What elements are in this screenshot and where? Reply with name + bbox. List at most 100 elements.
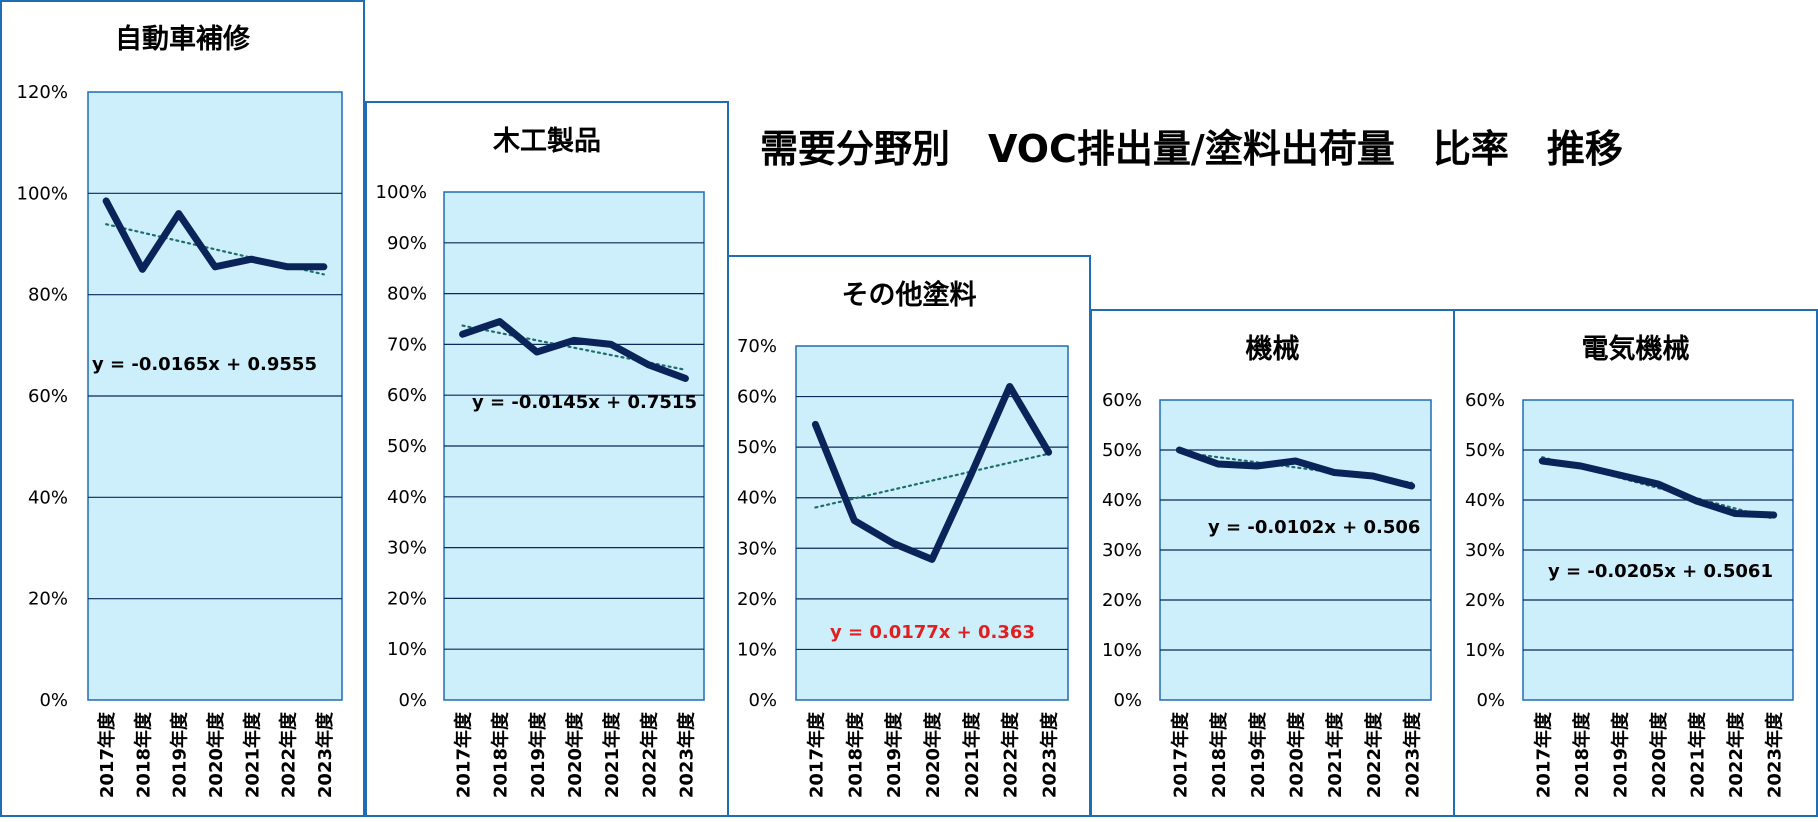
data-point: [1370, 474, 1375, 478]
data-point: [1007, 384, 1012, 389]
data-point: [497, 319, 502, 324]
x-tick-label: 2021年度: [241, 711, 263, 798]
data-point: [1617, 473, 1622, 477]
data-point: [1733, 511, 1738, 516]
y-tick-label: 20%: [387, 588, 427, 609]
y-tick-label: 20%: [737, 589, 777, 610]
trendline: [1541, 456, 1775, 520]
chart-title: 電気機械: [1582, 333, 1690, 365]
x-tick-label: 2018年度: [844, 711, 866, 798]
y-tick-label: 60%: [737, 387, 777, 408]
trendline-equation: y = -0.0102x + 0.506: [1208, 517, 1420, 538]
data-point: [1293, 459, 1298, 463]
x-tick-label: 2023年度: [1764, 711, 1786, 798]
trendline: [814, 452, 1050, 509]
x-tick-label: 2020年度: [922, 711, 944, 798]
x-tick-label: 2020年度: [1286, 711, 1308, 798]
data-point: [813, 422, 818, 427]
data-point: [683, 376, 688, 381]
x-tick-label: 2018年度: [490, 711, 512, 798]
x-tick-label: 2019年度: [1609, 711, 1631, 798]
y-tick-label: 30%: [1102, 540, 1142, 561]
x-tick-label: 2022年度: [1000, 711, 1022, 798]
data-point: [572, 338, 576, 343]
y-tick-label: 0%: [1476, 690, 1505, 711]
y-tick-label: 0%: [39, 690, 68, 711]
data-point: [646, 362, 651, 367]
data-point: [968, 472, 973, 477]
x-tick-label: 2017年度: [1169, 711, 1191, 798]
data-point: [1409, 484, 1414, 488]
y-tick-label: 60%: [1465, 390, 1505, 411]
x-tick-label: 2017年度: [453, 711, 475, 798]
y-tick-label: 20%: [1465, 590, 1505, 611]
y-tick-label: 0%: [748, 690, 777, 711]
y-tick-label: 60%: [1102, 390, 1142, 411]
trendline-equation: y = 0.0177x + 0.363: [830, 622, 1035, 643]
chart-title: 機械: [1246, 334, 1300, 365]
data-point: [534, 350, 539, 355]
y-tick-label: 50%: [1465, 440, 1505, 461]
y-tick-label: 0%: [398, 690, 427, 711]
y-tick-label: 60%: [28, 386, 68, 407]
x-tick-label: 2022年度: [638, 711, 660, 798]
y-tick-label: 40%: [737, 488, 777, 509]
y-tick-label: 10%: [1102, 640, 1142, 661]
x-tick-label: 2017年度: [1532, 711, 1554, 798]
data-point: [1578, 464, 1583, 468]
data-point: [1694, 499, 1699, 503]
x-tick-label: 2023年度: [314, 711, 336, 798]
y-tick-label: 30%: [1465, 540, 1505, 561]
x-tick-label: 2023年度: [1402, 711, 1424, 798]
trendline-equation: y = -0.0205x + 0.5061: [1548, 561, 1773, 582]
y-tick-label: 30%: [387, 538, 427, 559]
chart-title: その他塗料: [842, 279, 977, 311]
data-point: [140, 267, 145, 272]
data-point: [930, 557, 934, 562]
data-point: [285, 264, 290, 269]
data-point: [609, 342, 614, 347]
y-tick-label: 20%: [28, 589, 68, 610]
plot-area: [795, 345, 1069, 701]
x-tick-label: 2021年度: [601, 711, 623, 798]
y-tick-label: 80%: [28, 285, 68, 306]
y-tick-label: 120%: [17, 82, 68, 103]
data-point: [321, 264, 326, 269]
x-tick-label: 2021年度: [961, 711, 983, 798]
y-tick-label: 10%: [1465, 640, 1505, 661]
y-tick-label: 60%: [387, 385, 427, 406]
x-tick-label: 2020年度: [564, 711, 586, 798]
data-point: [249, 257, 254, 262]
x-tick-label: 2017年度: [96, 711, 118, 798]
y-tick-label: 10%: [737, 639, 777, 660]
x-tick-label: 2021年度: [1324, 711, 1346, 798]
y-tick-label: 20%: [1102, 590, 1142, 611]
x-tick-label: 2022年度: [1725, 711, 1747, 798]
x-tick-label: 2018年度: [132, 711, 154, 798]
trendline-equation: y = -0.0165x + 0.9555: [92, 354, 317, 375]
y-tick-label: 50%: [1102, 440, 1142, 461]
x-tick-label: 2023年度: [675, 711, 697, 798]
data-point: [213, 264, 217, 269]
data-point: [176, 211, 181, 216]
page-title: 需要分野別 VOC排出量/塗料出荷量 比率 推移: [760, 127, 1623, 171]
trendline: [461, 324, 687, 371]
x-tick-label: 2021年度: [1687, 711, 1709, 798]
data-point: [1540, 459, 1545, 463]
data-point: [1771, 513, 1776, 517]
data-point: [1046, 450, 1051, 455]
y-tick-label: 100%: [376, 182, 427, 203]
y-tick-label: 0%: [1113, 690, 1142, 711]
trendline-equation: y = -0.0145x + 0.7515: [472, 392, 697, 413]
data-point: [1177, 448, 1182, 452]
y-tick-label: 40%: [387, 487, 427, 508]
x-tick-label: 2020年度: [1648, 711, 1670, 798]
y-tick-label: 10%: [387, 639, 427, 660]
trendline: [1178, 451, 1413, 484]
y-tick-label: 40%: [1465, 490, 1505, 511]
data-point: [1216, 462, 1221, 466]
data-point: [891, 541, 896, 546]
chart-title: 木工製品: [492, 126, 601, 157]
